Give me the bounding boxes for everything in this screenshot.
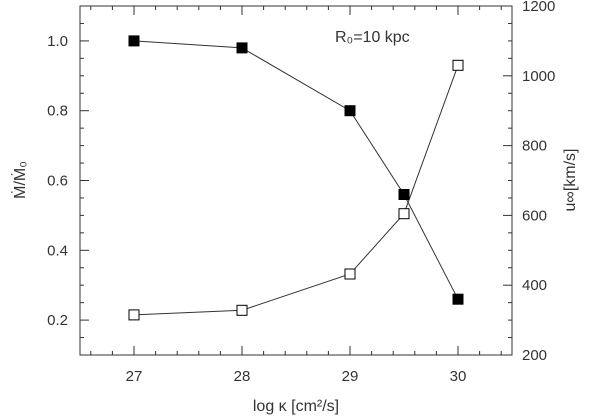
series-lines (133, 40, 459, 316)
x-tick-label: 28 (234, 368, 251, 385)
axis-ticks (80, 5, 512, 356)
series-1-point (236, 42, 248, 54)
annotation-label: R₀=10 kpc (335, 29, 410, 46)
y2-tick-label: 1000 (522, 68, 555, 85)
series-1-line (133, 40, 459, 300)
series-1-point (128, 35, 140, 47)
plot-frame (79, 5, 513, 356)
y-tick-label: 0.8 (47, 103, 68, 120)
series-2-point (236, 304, 248, 316)
y2-tick-label: 200 (522, 347, 547, 364)
y-axis-label: Ṁ/Ṁ₀ (10, 161, 29, 199)
y2-tick-label: 800 (522, 138, 547, 155)
y-tick-label: 0.2 (47, 312, 68, 329)
x-axis-label: log κ [cm²/s] (253, 398, 339, 415)
series-2-point (344, 268, 356, 280)
series-1-point (344, 105, 356, 117)
series-2-point (452, 59, 464, 71)
series-1-point (452, 293, 464, 305)
series-1-point (398, 189, 410, 200)
y2-tick-label: 1200 (522, 0, 555, 15)
y2-tick-label: 600 (522, 207, 547, 224)
series-2-point (398, 208, 410, 220)
y-tick-label: 0.4 (47, 242, 68, 259)
series-2-point (128, 309, 140, 321)
series-markers (128, 35, 464, 321)
x-tick-label: 30 (450, 368, 467, 385)
y-tick-label: 0.6 (47, 173, 68, 190)
y-tick-label: 1.0 (47, 33, 68, 50)
y2-tick-label: 400 (522, 277, 547, 294)
x-tick-label: 29 (342, 368, 359, 385)
x-tick-label: 27 (126, 368, 143, 385)
y2-axis-label: u∞[km/s] (562, 149, 579, 212)
tick-labels: 27 28 29 30 0.2 0.4 0.6 0.8 1.0 200 400 600 800 1000 1… (47, 0, 555, 385)
